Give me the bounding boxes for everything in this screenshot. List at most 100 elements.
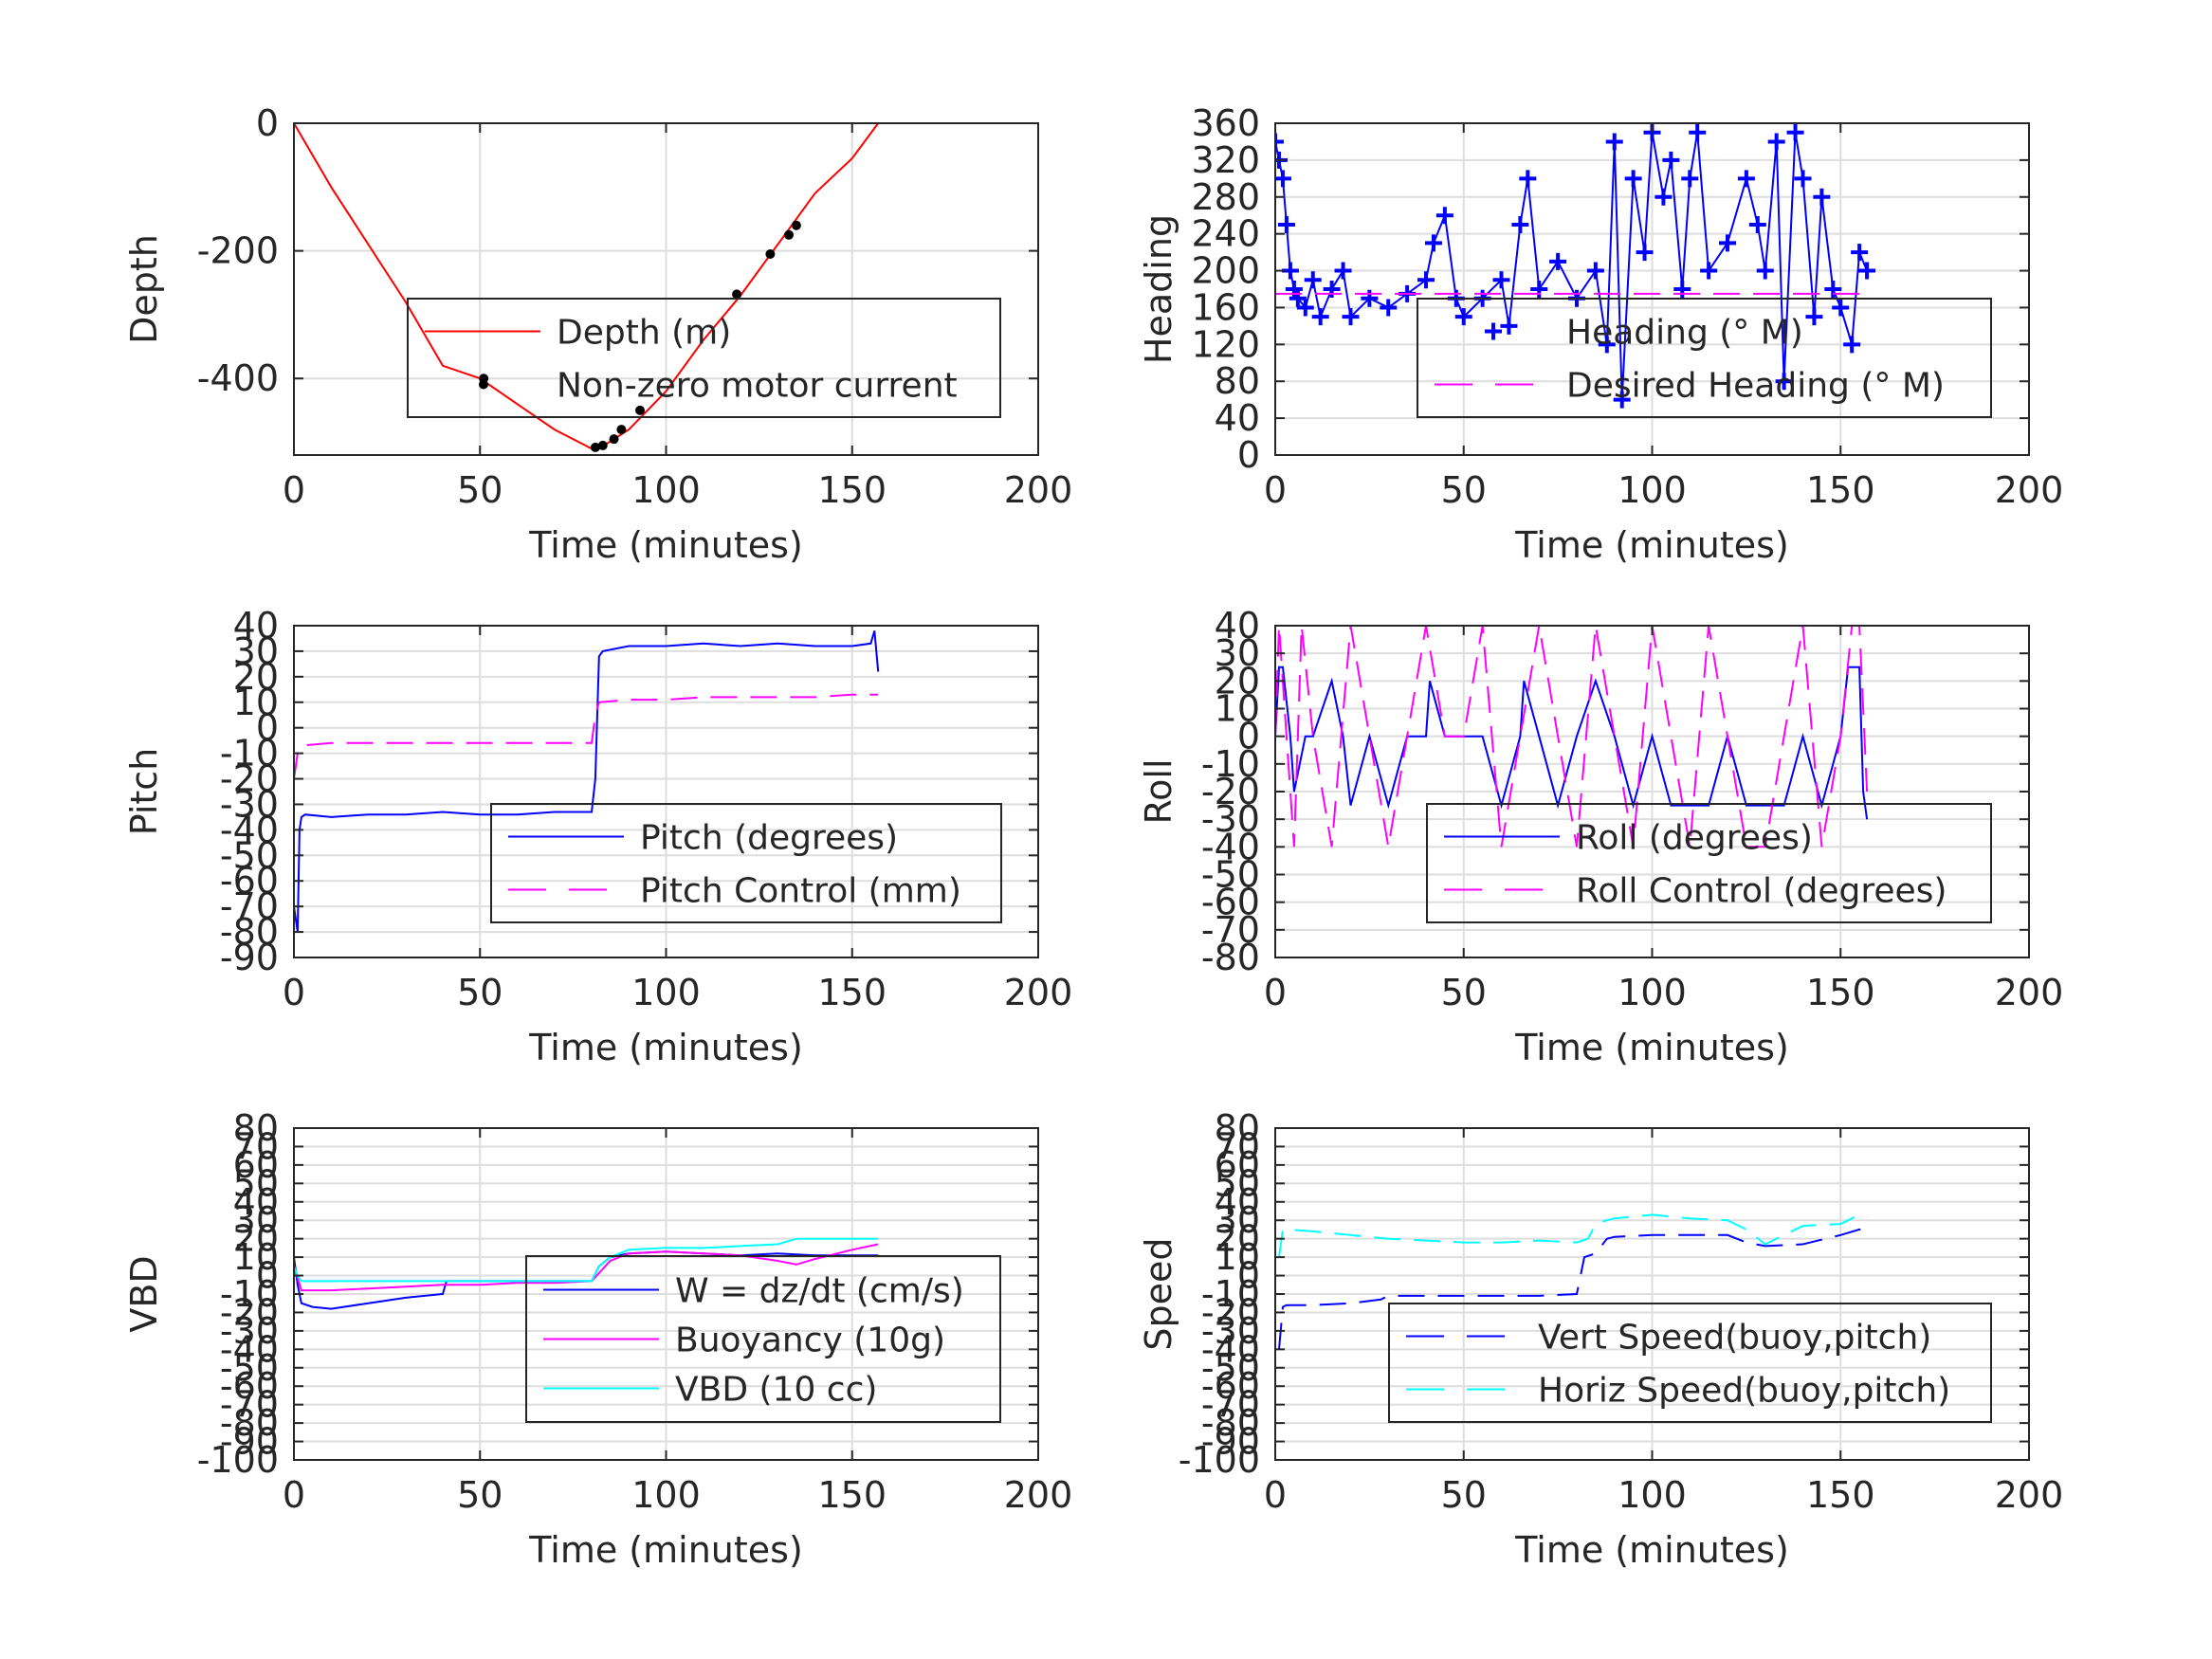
heading-marker — [1549, 252, 1567, 270]
motor-current-marker — [791, 220, 801, 230]
y-tick-label: -60 — [1201, 882, 1260, 923]
y-tick-label: -60 — [220, 1365, 279, 1407]
heading-marker — [1662, 151, 1680, 169]
y-tick-label: -40 — [1201, 1328, 1260, 1370]
heading-marker — [1277, 215, 1295, 233]
x-axis-label: Time (minutes) — [528, 524, 803, 566]
subplot-1: 0 50 100 150 200 -400 -200 0 Time (minutes) Depth… — [123, 102, 1072, 566]
legend-box — [1388, 1303, 1992, 1423]
y-tick-label: 50 — [1215, 1162, 1260, 1204]
y-tick-label: -20 — [220, 758, 279, 800]
heading-marker — [1824, 281, 1842, 298]
legend: Vert Speed(buoy,pitch) Horiz Speed(buoy,p… — [1388, 1303, 1992, 1423]
heading-marker — [1775, 373, 1793, 391]
y-tick-label: 30 — [1215, 1199, 1260, 1241]
y-axis-label: Pitch — [123, 748, 165, 836]
legend-box — [1417, 298, 1992, 418]
y-axis-label: Depth — [123, 234, 165, 344]
x-tick-label: 50 — [1441, 972, 1487, 1013]
motor-current-marker — [635, 405, 646, 415]
heading-marker — [1417, 271, 1435, 289]
subplot-3: 0 50 100 150 200-90-80-70-60-50-40-30-20-100… — [123, 605, 1072, 1068]
heading-marker — [1832, 299, 1850, 317]
y-tick-label: -60 — [220, 860, 279, 902]
y-tick-label: -80 — [220, 911, 279, 953]
heading-marker — [1673, 281, 1691, 298]
y-tick-label: 160 — [1191, 286, 1260, 328]
x-tick-label: 150 — [817, 469, 887, 511]
heading-marker — [1530, 281, 1548, 298]
motor-current-marker — [590, 442, 600, 452]
y-tick-label: -20 — [220, 1291, 279, 1333]
subplot-5: 0 50 100 150 200-100-90-80-70-60-50-40-30-20… — [123, 1107, 1072, 1571]
series-line-1 — [1275, 625, 1869, 848]
y-tick-label: -100 — [197, 1439, 279, 1481]
heading-marker — [1424, 234, 1442, 252]
legend: Pitch (degrees) Pitch Control (mm) — [490, 803, 1002, 923]
y-axis-label: VBD — [123, 1255, 165, 1332]
legend-label: Pitch (degrees) — [640, 819, 898, 858]
legend-box — [490, 803, 1002, 923]
x-tick-label: 0 — [283, 469, 305, 511]
x-tick-label: 50 — [457, 1474, 503, 1516]
y-tick-label: -70 — [1201, 1384, 1260, 1426]
y-tick-label: 10 — [1215, 1236, 1260, 1278]
x-tick-label: 50 — [457, 469, 503, 511]
y-tick-label: -70 — [220, 885, 279, 927]
motor-current-marker — [609, 434, 619, 445]
legend-label: Horiz Speed(buoy,pitch) — [1538, 1372, 1950, 1411]
y-tick-label: 240 — [1191, 213, 1260, 255]
y-tick-label: 20 — [1215, 660, 1260, 702]
heading-marker — [1794, 170, 1812, 188]
x-tick-label: 0 — [283, 1474, 305, 1516]
x-tick-label: 100 — [1618, 972, 1687, 1013]
legend-marker — [479, 379, 488, 390]
heading-marker — [1786, 123, 1804, 141]
heading-marker — [1813, 188, 1831, 206]
heading-marker — [1700, 262, 1718, 280]
x-tick-label: 100 — [1618, 469, 1687, 511]
legend-label: W = dz/dt (cm/s) — [675, 1272, 964, 1311]
y-tick-label: 30 — [233, 1199, 279, 1241]
x-tick-label: 50 — [457, 972, 503, 1013]
subplot-4: 0 50 100 150 200-80-70-60-50-40-30-20-100102… — [1138, 605, 2063, 1068]
y-tick-label: 40 — [1215, 1181, 1260, 1223]
x-tick-label: 150 — [1806, 972, 1875, 1013]
heading-marker — [1756, 262, 1774, 280]
y-tick-label: 0 — [1237, 1255, 1260, 1297]
y-tick-label: 70 — [1215, 1125, 1260, 1167]
x-tick-label: 50 — [1441, 469, 1487, 511]
x-axis-label: Time (minutes) — [1514, 1027, 1789, 1068]
y-tick-label: -20 — [1201, 1291, 1260, 1333]
heading-marker — [1323, 281, 1341, 298]
legend-label: Non-zero motor current — [557, 367, 958, 406]
heading-marker — [1275, 133, 1284, 151]
heading-marker — [1500, 317, 1518, 335]
x-axis-label: Time (minutes) — [1514, 1529, 1789, 1571]
y-tick-label: 0 — [256, 707, 279, 749]
legend: Heading (° M) Desired Heading (° M) — [1417, 298, 1992, 418]
y-tick-label: -70 — [220, 1384, 279, 1426]
y-tick-label: 40 — [233, 1181, 279, 1223]
heading-marker — [1654, 188, 1673, 206]
legend-label: Desired Heading (° M) — [1566, 367, 1945, 406]
x-tick-label: 100 — [631, 469, 701, 511]
y-tick-label: 120 — [1191, 323, 1260, 365]
series-line-1 — [1278, 1213, 1868, 1258]
x-axis-label: Time (minutes) — [1514, 524, 1789, 566]
y-tick-label: -50 — [1201, 1347, 1260, 1389]
y-tick-label: -90 — [220, 937, 279, 978]
heading-marker — [1289, 289, 1307, 307]
x-tick-label: 50 — [1441, 1474, 1487, 1516]
y-tick-label: 20 — [1215, 1218, 1260, 1260]
y-tick-label: -40 — [220, 809, 279, 850]
legend-box — [1426, 803, 1992, 923]
legend-label: Depth (m) — [557, 314, 731, 353]
legend-box — [525, 1255, 1001, 1423]
subplot-2: 0 50 100 150 20004080120160200240280320360Ti… — [1138, 102, 2063, 566]
heading-marker — [1361, 289, 1379, 307]
x-axis-label: Time (minutes) — [528, 1529, 803, 1571]
y-tick-label: -30 — [1201, 798, 1260, 840]
heading-marker — [1613, 391, 1631, 409]
heading-marker — [1737, 170, 1755, 188]
